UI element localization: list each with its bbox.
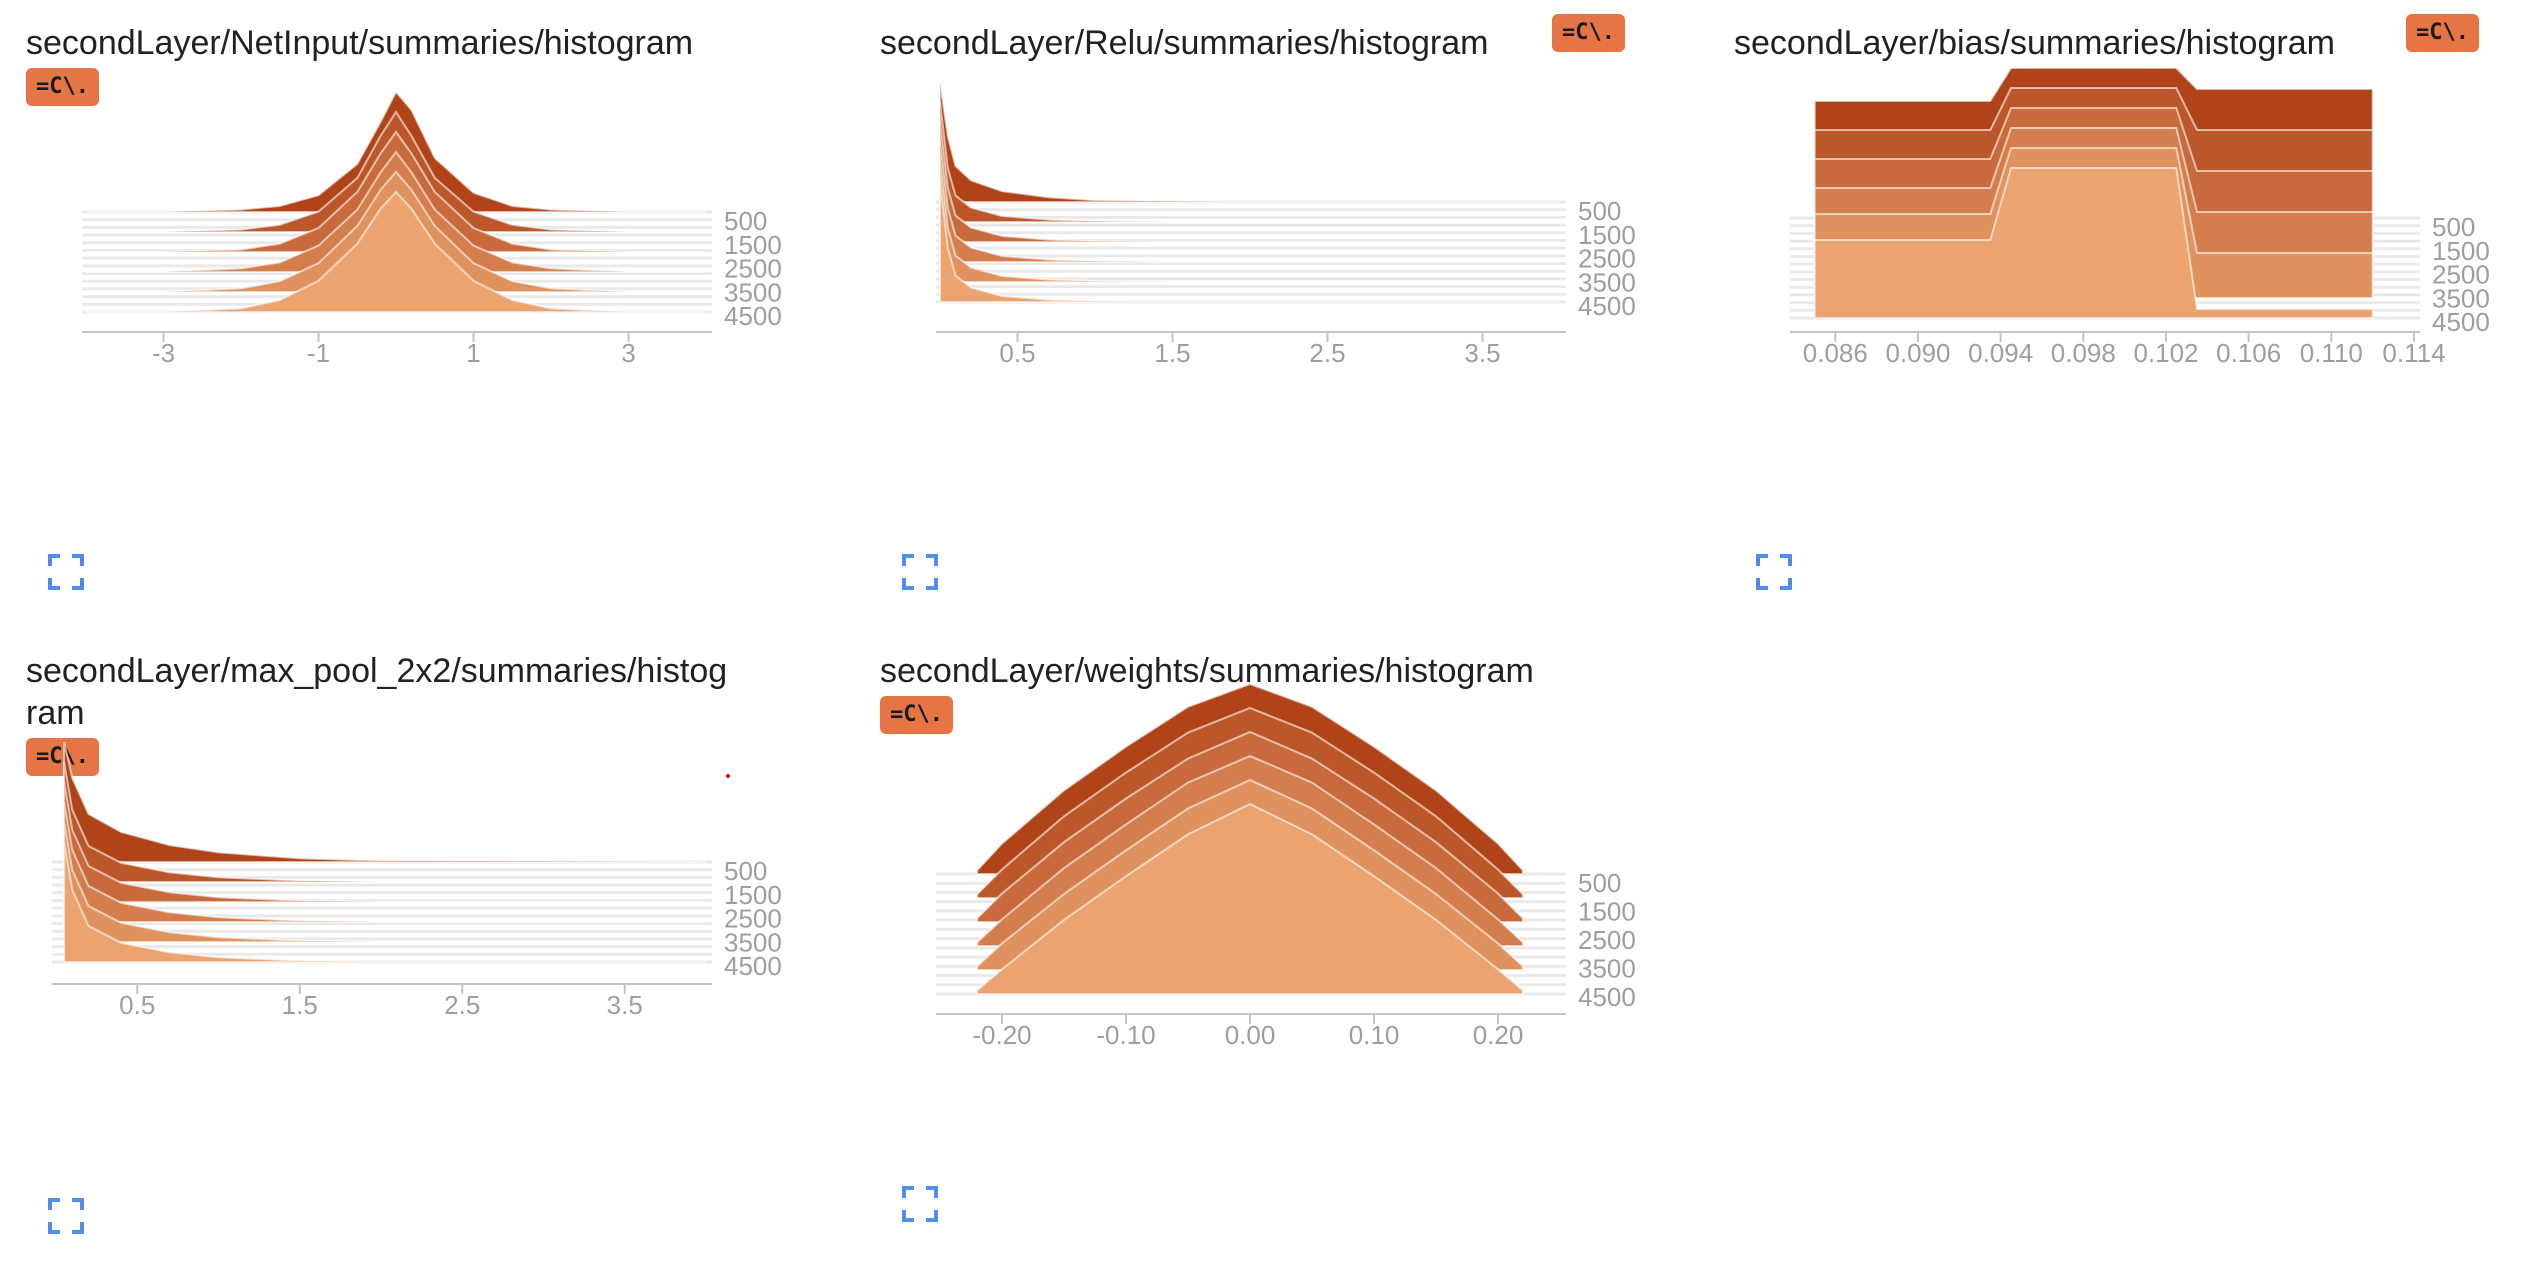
x-tick-label: -1 bbox=[307, 338, 330, 368]
histogram-ridge-step-5000 bbox=[86, 190, 706, 313]
histogram-ridge-step-1000 bbox=[63, 761, 706, 883]
x-tick-label: 1.5 bbox=[1154, 338, 1190, 368]
fullscreen-icon[interactable] bbox=[1756, 554, 1792, 590]
x-tick-label: -0.20 bbox=[972, 1020, 1031, 1050]
histogram-ridge-step-3000 bbox=[63, 801, 706, 923]
card-title: secondLayer/NetInput/summaries/histogram bbox=[26, 24, 694, 62]
card-title: secondLayer/weights/summaries/histogram bbox=[880, 652, 1534, 690]
x-tick-label: 0.00 bbox=[1225, 1020, 1276, 1050]
histogram-card-bias: secondLayer/bias/summaries/histogram =C\… bbox=[1734, 14, 2514, 612]
step-axis-label: 1500 bbox=[724, 880, 782, 910]
step-axis-label: 4500 bbox=[1578, 291, 1636, 321]
run-tag-badge[interactable]: =C\. bbox=[2406, 14, 2479, 52]
fullscreen-icon[interactable] bbox=[48, 554, 84, 590]
histogram-card-relu: secondLayer/Relu/summaries/histogram =C\… bbox=[880, 14, 1700, 612]
x-tick-label: 3 bbox=[621, 338, 635, 368]
x-tick-label: 0.098 bbox=[2051, 338, 2116, 368]
histogram-ridge-step-0 bbox=[63, 741, 707, 863]
histogram-chart-weights: -0.20 -0.10 0.00 0.10 0.20 500150025003500450… bbox=[936, 682, 1636, 1050]
histogram-card-netinput: secondLayer/NetInput/summaries/histogram… bbox=[26, 22, 846, 612]
histogram-ridge-step-5000 bbox=[63, 841, 706, 963]
x-tick-label: 2.5 bbox=[1309, 338, 1345, 368]
histogram-ridge-step-0 bbox=[939, 81, 1560, 203]
x-tick-label: 3.5 bbox=[1464, 338, 1500, 368]
step-axis-label: 3500 bbox=[724, 277, 782, 307]
x-tick-label: 0.10 bbox=[1349, 1020, 1400, 1050]
step-axis-label: 1500 bbox=[1578, 220, 1636, 250]
step-axis-label: 500 bbox=[724, 206, 767, 236]
fullscreen-icon[interactable] bbox=[48, 1198, 84, 1234]
histogram-chart-bias: 0.086 0.090 0.094 0.098 0.102 0.106 0.110 0.114… bbox=[1790, 67, 2490, 368]
fullscreen-icon[interactable] bbox=[902, 554, 938, 590]
card-title: secondLayer/Relu/summaries/histogram bbox=[880, 24, 1489, 62]
histogram-card-maxpool: secondLayer/max_pool_2x2/summaries/histo… bbox=[26, 650, 846, 1270]
card-title-line1: secondLayer/max_pool_2x2/summaries/histo… bbox=[26, 652, 728, 690]
histogram-ridge-step-2000 bbox=[939, 121, 1560, 243]
x-tick-label: 1.5 bbox=[282, 990, 318, 1020]
histogram-ridge-step-5000 bbox=[939, 181, 1560, 303]
run-tag-badge[interactable]: =C\. bbox=[26, 68, 99, 106]
x-tick-label: 1 bbox=[466, 338, 480, 368]
step-axis-label: 3500 bbox=[2432, 283, 2490, 313]
x-tick-label: 0.090 bbox=[1885, 338, 1950, 368]
x-tick-label: 0.20 bbox=[1473, 1020, 1524, 1050]
histogram-ridge-step-2000 bbox=[63, 781, 706, 903]
x-tick-label: 0.102 bbox=[2133, 338, 2198, 368]
histogram-ridge-step-1000 bbox=[939, 101, 1560, 223]
step-axis-label: 2500 bbox=[724, 254, 782, 284]
run-tag-badge[interactable]: =C\. bbox=[26, 738, 99, 776]
x-tick-label: 0.106 bbox=[2216, 338, 2281, 368]
card-title-line2: ram bbox=[26, 694, 85, 732]
x-tick-label: 0.086 bbox=[1803, 338, 1868, 368]
histogram-ridge-step-4000 bbox=[63, 821, 706, 943]
x-tick-label: 0.110 bbox=[2300, 338, 2363, 368]
step-axis-label: 2500 bbox=[2432, 260, 2490, 290]
step-axis-label: 1500 bbox=[1578, 897, 1636, 927]
x-tick-label: 0.5 bbox=[999, 338, 1035, 368]
red-marker-dot bbox=[726, 774, 730, 778]
step-axis-label: 3500 bbox=[1578, 267, 1636, 297]
x-tick-label: -0.10 bbox=[1096, 1020, 1155, 1050]
step-axis-label: 500 bbox=[724, 856, 767, 886]
step-axis-label: 500 bbox=[2432, 212, 2475, 242]
run-tag-badge[interactable]: =C\. bbox=[1552, 14, 1625, 52]
step-axis-label: 2500 bbox=[724, 904, 782, 934]
x-tick-label: -3 bbox=[152, 338, 175, 368]
step-axis-label: 500 bbox=[1578, 196, 1621, 226]
x-tick-label: 0.094 bbox=[1968, 338, 2033, 368]
step-axis-label: 2500 bbox=[1578, 244, 1636, 274]
step-axis-label: 4500 bbox=[724, 951, 782, 981]
histogram-card-weights: secondLayer/weights/summaries/histogram … bbox=[880, 650, 1700, 1270]
histogram-ridge-step-3000 bbox=[939, 141, 1560, 263]
x-tick-label: 0.114 bbox=[2382, 338, 2445, 368]
histogram-ridge-step-4000 bbox=[939, 161, 1560, 283]
step-axis-label: 3500 bbox=[724, 927, 782, 957]
step-axis-label: 4500 bbox=[1578, 982, 1636, 1012]
x-tick-label: 0.5 bbox=[119, 990, 155, 1020]
x-tick-label: 3.5 bbox=[607, 990, 643, 1020]
x-tick-label: 2.5 bbox=[444, 990, 480, 1020]
card-title: secondLayer/bias/summaries/histogram bbox=[1734, 24, 2335, 62]
step-axis-label: 500 bbox=[1578, 868, 1621, 898]
step-axis-label: 4500 bbox=[724, 301, 782, 331]
histogram-ridge-step-5000 bbox=[976, 802, 1524, 995]
step-axis-label: 2500 bbox=[1578, 925, 1636, 955]
step-axis-label: 4500 bbox=[2432, 307, 2490, 337]
step-axis-label: 1500 bbox=[724, 230, 782, 260]
histogram-ridge-step-5000 bbox=[1813, 167, 2374, 319]
fullscreen-icon[interactable] bbox=[902, 1186, 938, 1222]
step-axis-label: 1500 bbox=[2432, 236, 2490, 266]
step-axis-label: 3500 bbox=[1578, 954, 1636, 984]
run-tag-badge[interactable]: =C\. bbox=[880, 696, 953, 734]
